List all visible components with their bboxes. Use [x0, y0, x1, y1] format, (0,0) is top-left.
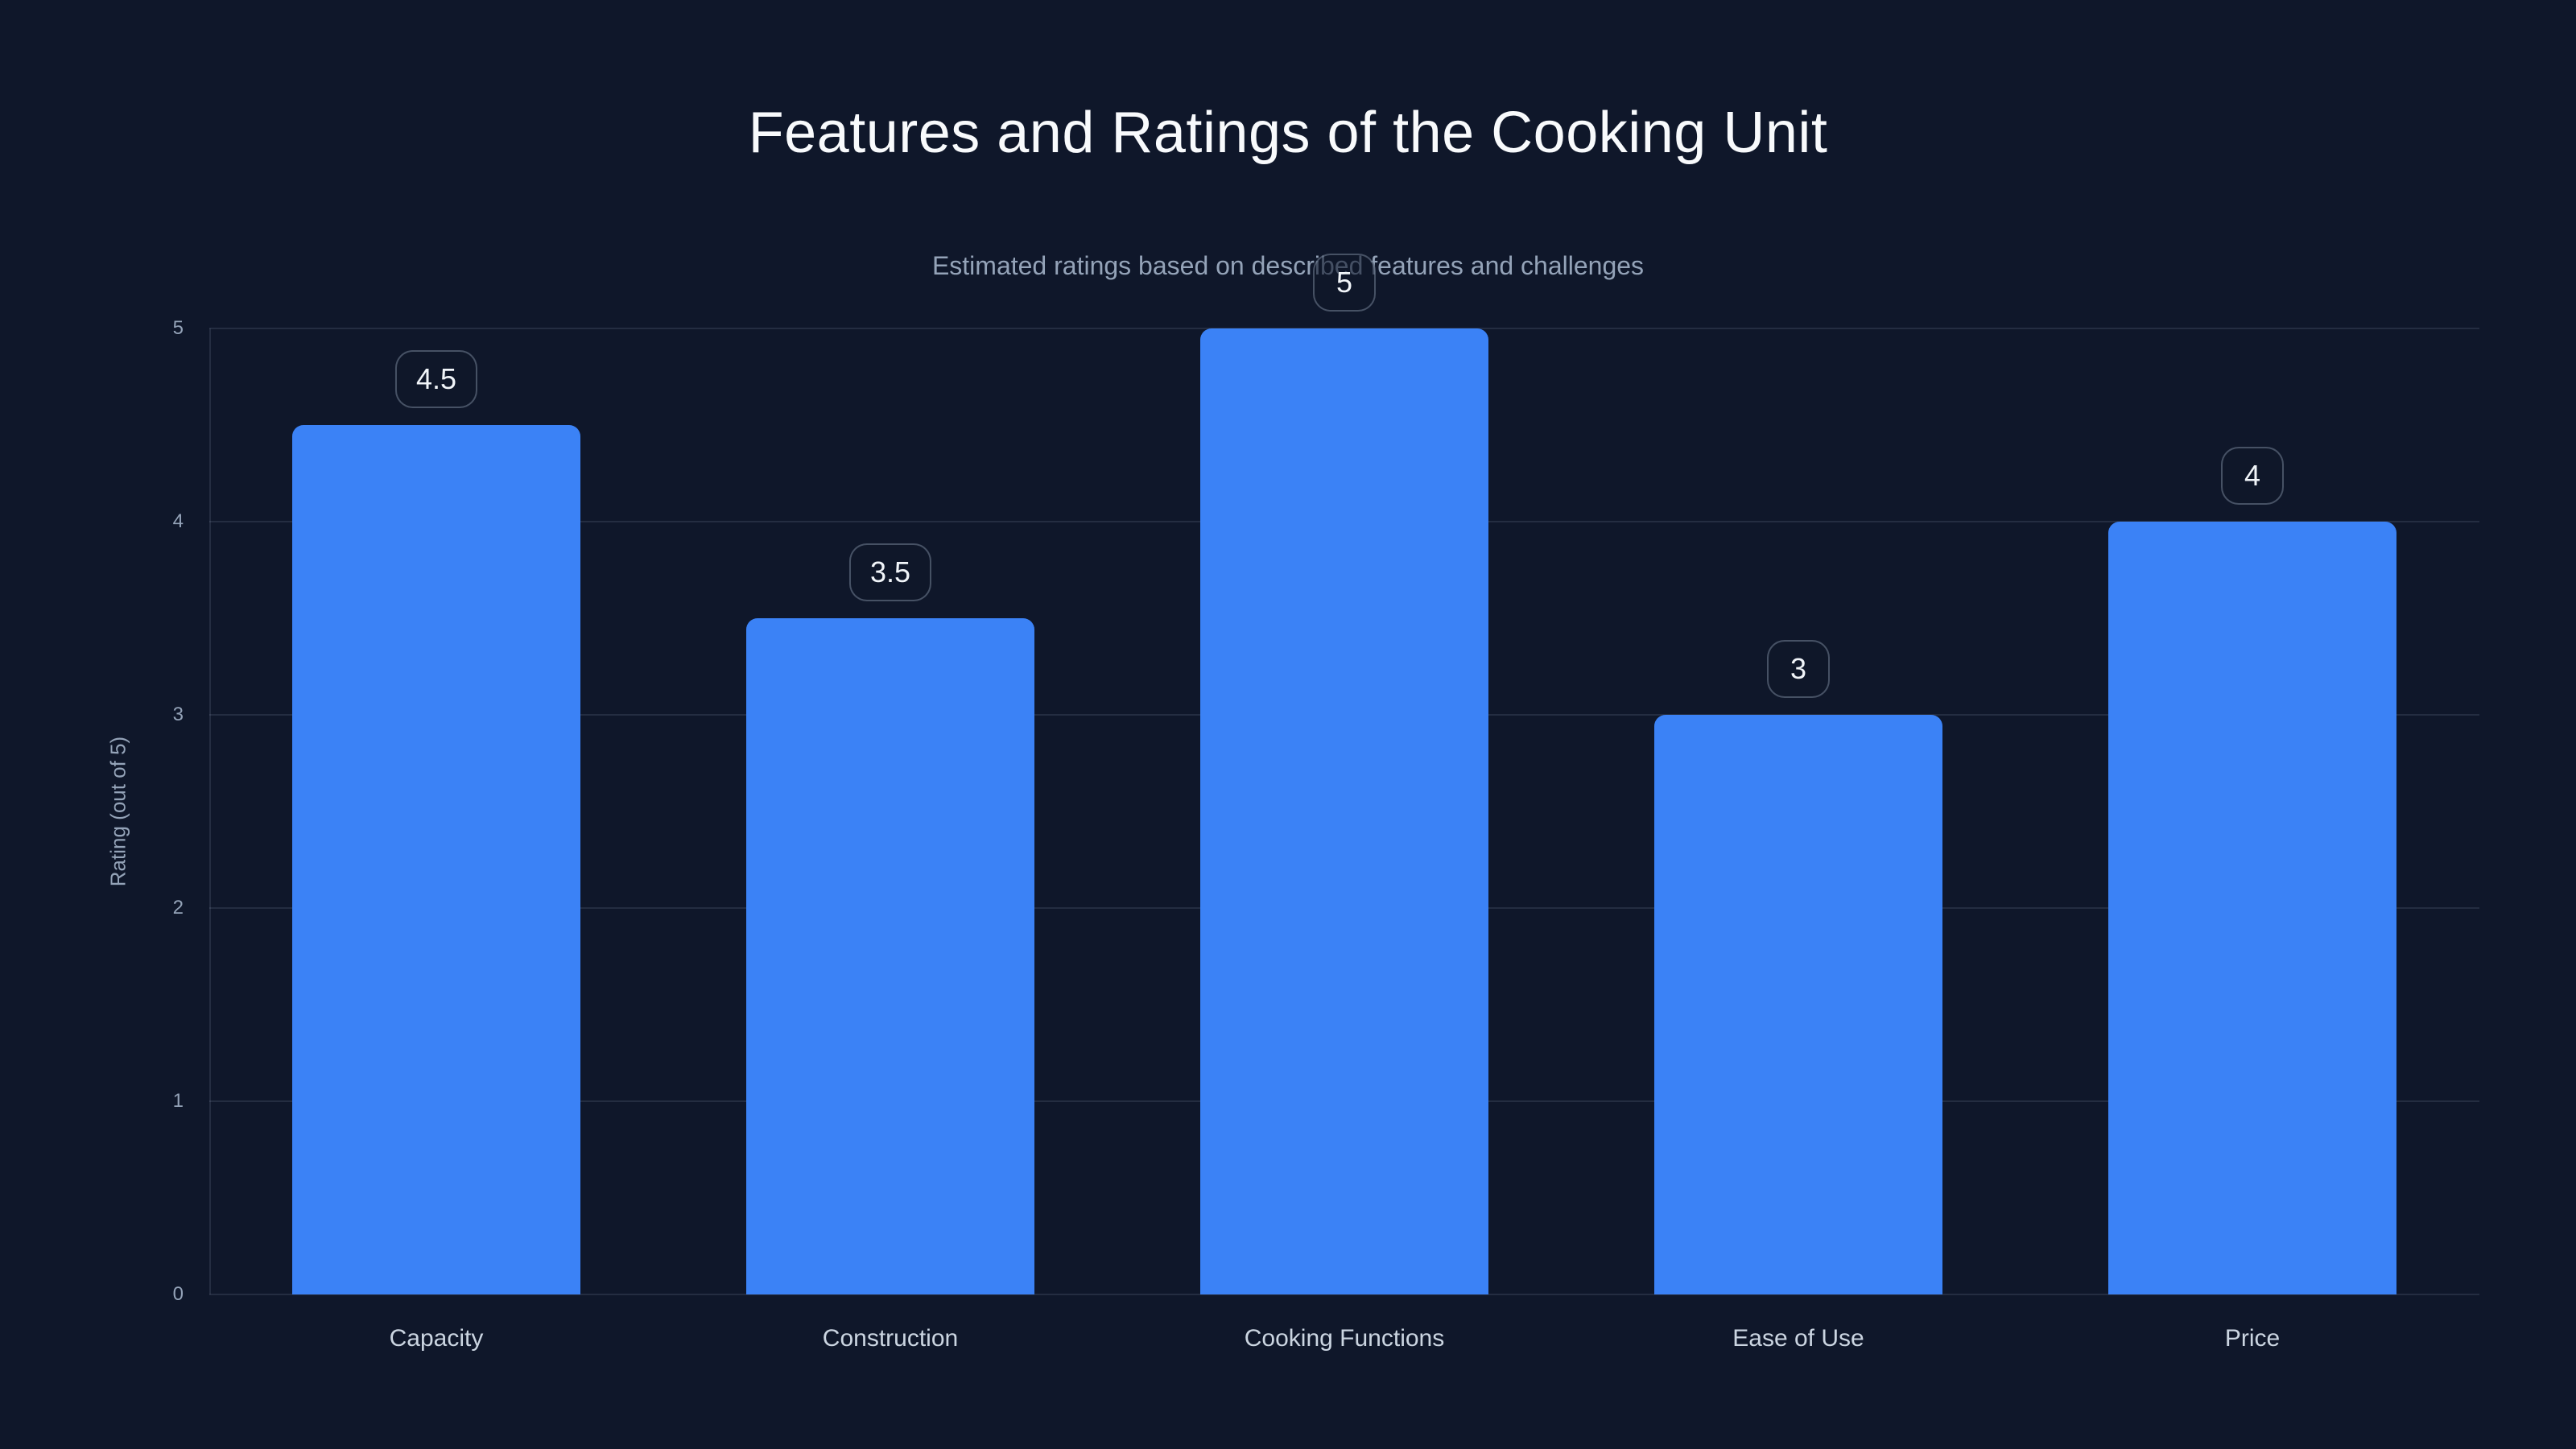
bar-band: 5: [1117, 254, 1571, 1294]
value-badge: 4: [2221, 447, 2284, 505]
x-axis-label: Construction: [822, 1325, 959, 1352]
y-axis-ticks: 0 1 2 3 4 5: [0, 319, 184, 1304]
value-badge: 3.5: [848, 543, 932, 601]
x-axis-label: Cooking Functions: [1244, 1325, 1445, 1352]
y-axis-line: [209, 328, 211, 1294]
x-axis-labels: Capacity Construction Cooking Functions Eas…: [209, 1320, 2479, 1357]
chart-subtitle: Estimated ratings based on described fea…: [931, 251, 1645, 280]
y-tick-label: 2: [172, 897, 184, 919]
bar: [1199, 328, 1489, 1294]
bar-band: 4.5: [209, 328, 663, 1294]
y-tick-label: 0: [172, 1283, 184, 1305]
bar-band: 4: [2025, 328, 2479, 1294]
value-badge: 4.5: [394, 350, 478, 408]
bars-container: 4.5 3.5 5 3 4: [209, 254, 2479, 1294]
bar: [745, 618, 1035, 1294]
value-badge: 3: [1767, 640, 1830, 698]
bar: [1653, 715, 1943, 1294]
x-axis-label: Price: [2224, 1325, 2281, 1352]
y-tick-label: 3: [172, 704, 184, 725]
gridline: [209, 1294, 2479, 1295]
y-axis-title: Rating (out of 5): [105, 736, 130, 887]
bar: [291, 425, 581, 1294]
chart-title: Features and Ratings of the Cooking Unit: [748, 101, 1828, 165]
y-tick-label: 5: [172, 317, 184, 339]
bar-band: 3.5: [663, 328, 1117, 1294]
plot-area: 4.5 3.5 5 3 4: [209, 254, 2479, 1295]
x-axis-label: Capacity: [389, 1325, 484, 1352]
y-tick-label: 4: [172, 510, 184, 532]
x-axis-label: Ease of Use: [1732, 1325, 1864, 1352]
y-tick-label: 1: [172, 1090, 184, 1112]
bar-band: 3: [1571, 328, 2025, 1294]
value-badge: 5: [1313, 254, 1376, 312]
bar: [2107, 522, 2397, 1294]
